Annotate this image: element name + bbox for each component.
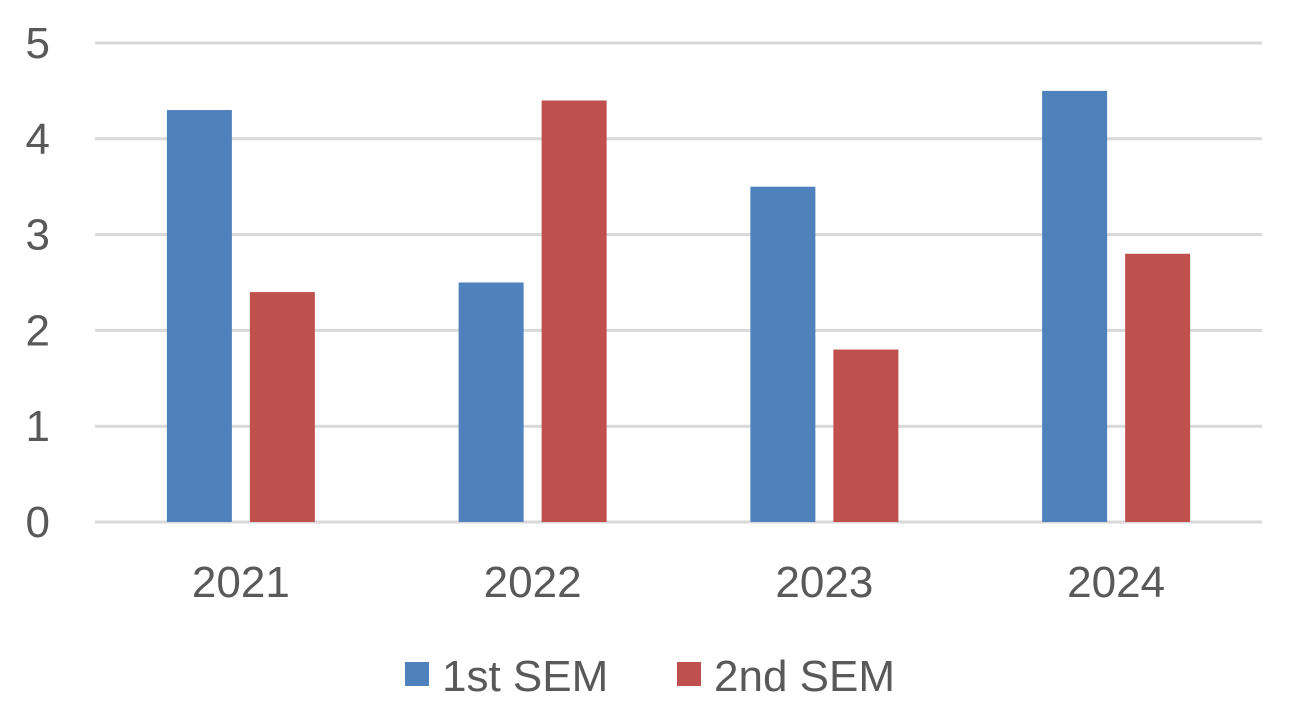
y-tick-label: 5 [26, 19, 50, 68]
bar-2023-series-1 [750, 186, 816, 522]
y-tick-label: 3 [26, 211, 50, 260]
bar-2022-series-2 [541, 100, 607, 522]
legend: 1st SEM 2nd SEM [405, 652, 895, 701]
bar-2024-series-1 [1042, 90, 1108, 523]
x-tick-label: 2021 [192, 558, 290, 607]
y-tick-label: 4 [26, 115, 50, 164]
y-axis-ticks: 0 1 2 3 4 5 [26, 19, 50, 547]
y-tick-label: 0 [26, 498, 50, 547]
bar-2021-series-1 [166, 110, 232, 522]
legend-swatch [405, 662, 429, 686]
x-tick-label: 2023 [775, 558, 873, 607]
legend-swatch [677, 662, 701, 686]
y-tick-label: 2 [26, 306, 50, 355]
legend-label: 2nd SEM [714, 652, 895, 701]
bar-2021-series-2 [249, 292, 315, 522]
x-tick-label: 2024 [1067, 558, 1165, 607]
bar-2024-series-2 [1125, 253, 1191, 522]
legend-label: 1st SEM [442, 652, 608, 701]
bar-2023-series-2 [833, 349, 899, 522]
x-axis-ticks: 2021 2022 2023 2024 [192, 558, 1165, 607]
y-tick-label: 1 [26, 402, 50, 451]
x-tick-label: 2022 [484, 558, 582, 607]
bars [166, 90, 1191, 523]
bar-2022-series-1 [458, 282, 524, 522]
